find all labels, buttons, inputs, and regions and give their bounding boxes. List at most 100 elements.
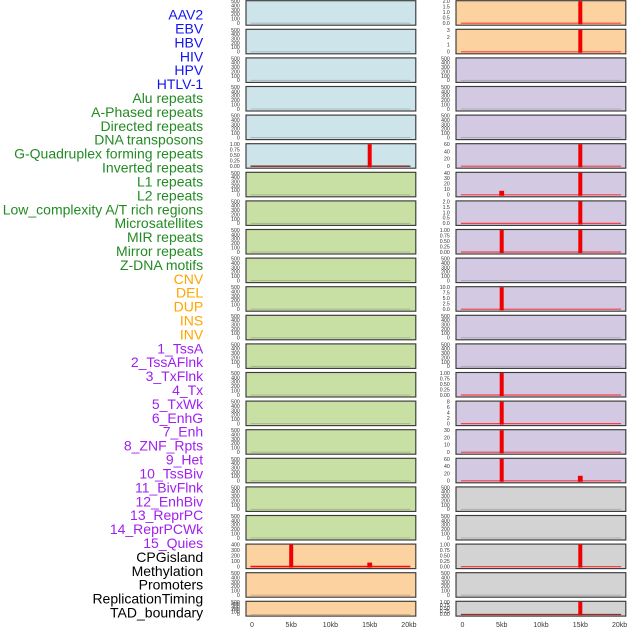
svg-text:200: 200: [441, 498, 450, 504]
svg-text:0.0: 0.0: [443, 21, 450, 27]
svg-text:12_EnhBiv: 12_EnhBiv: [135, 493, 203, 509]
svg-text:0: 0: [447, 336, 450, 342]
svg-text:15kb: 15kb: [573, 622, 588, 629]
svg-text:0: 0: [447, 278, 450, 284]
svg-text:1.0: 1.0: [443, 10, 450, 16]
svg-text:2.5: 2.5: [443, 302, 450, 308]
svg-text:60: 60: [444, 142, 450, 148]
svg-text:Promoters: Promoters: [139, 577, 204, 593]
svg-text:0: 0: [447, 193, 450, 199]
svg-text:1_TssA: 1_TssA: [157, 340, 204, 356]
svg-text:100: 100: [231, 274, 240, 280]
svg-text:400: 400: [231, 261, 240, 267]
svg-text:500: 500: [231, 600, 240, 606]
svg-text:200: 200: [231, 470, 240, 476]
svg-text:10.0: 10.0: [440, 285, 450, 291]
svg-text:500: 500: [231, 0, 240, 5]
svg-text:1.0: 1.0: [443, 210, 450, 216]
svg-text:400: 400: [231, 4, 240, 10]
svg-text:Inverted repeats: Inverted repeats: [102, 160, 203, 176]
svg-text:1.00: 1.00: [440, 600, 450, 606]
svg-text:0: 0: [460, 622, 464, 629]
svg-text:300: 300: [231, 494, 240, 500]
svg-text:400: 400: [231, 89, 240, 95]
svg-text:10kb: 10kb: [533, 622, 548, 629]
svg-text:400: 400: [441, 576, 450, 582]
svg-text:20kb: 20kb: [612, 622, 627, 629]
svg-text:100: 100: [231, 17, 240, 23]
svg-text:300: 300: [231, 322, 240, 328]
svg-text:400: 400: [231, 232, 240, 238]
svg-text:100: 100: [231, 446, 240, 452]
svg-text:HPV: HPV: [174, 62, 203, 78]
svg-text:0: 0: [237, 612, 240, 618]
svg-text:400: 400: [231, 543, 240, 549]
svg-text:100: 100: [231, 360, 240, 366]
svg-text:400: 400: [441, 261, 450, 267]
svg-text:HBV: HBV: [174, 34, 203, 50]
svg-text:EBV: EBV: [175, 21, 204, 37]
svg-text:0.50: 0.50: [440, 553, 450, 559]
svg-text:0: 0: [447, 78, 450, 84]
svg-text:300: 300: [231, 36, 240, 42]
svg-text:400: 400: [231, 175, 240, 181]
svg-text:100: 100: [231, 474, 240, 480]
svg-text:1.00: 1.00: [440, 543, 450, 549]
svg-text:0: 0: [447, 450, 450, 456]
svg-text:100: 100: [441, 74, 450, 80]
svg-text:0.5: 0.5: [443, 16, 450, 22]
svg-text:300: 300: [231, 437, 240, 443]
svg-text:HTLV-1: HTLV-1: [157, 76, 204, 92]
svg-text:0.75: 0.75: [230, 148, 240, 154]
svg-text:0: 0: [237, 107, 240, 113]
svg-text:300: 300: [441, 322, 450, 328]
svg-text:1.5: 1.5: [443, 205, 450, 211]
svg-text:0.25: 0.25: [440, 244, 450, 250]
svg-text:10kb: 10kb: [323, 622, 338, 629]
svg-text:7.5: 7.5: [443, 291, 450, 297]
svg-text:300: 300: [231, 351, 240, 357]
svg-text:300: 300: [231, 605, 240, 611]
svg-text:100: 100: [231, 609, 240, 615]
svg-text:200: 200: [441, 584, 450, 590]
svg-text:0: 0: [237, 50, 240, 56]
svg-text:200: 200: [231, 327, 240, 333]
svg-text:0.75: 0.75: [440, 548, 450, 554]
svg-text:ReplicationTiming: ReplicationTiming: [92, 591, 203, 607]
svg-text:100: 100: [231, 303, 240, 309]
svg-text:INS: INS: [180, 313, 203, 329]
svg-text:HIV: HIV: [180, 48, 204, 64]
svg-text:500: 500: [441, 485, 450, 491]
svg-text:400: 400: [441, 347, 450, 353]
svg-text:400: 400: [441, 318, 450, 324]
svg-text:200: 200: [441, 527, 450, 533]
svg-text:500: 500: [441, 571, 450, 577]
svg-text:1.00: 1.00: [440, 371, 450, 377]
svg-text:G-Quadruplex forming repeats: G-Quadruplex forming repeats: [14, 146, 203, 162]
svg-text:500: 500: [441, 114, 450, 120]
svg-text:0: 0: [237, 78, 240, 84]
svg-text:200: 200: [231, 355, 240, 361]
svg-text:0: 0: [237, 193, 240, 199]
svg-text:CPGisland: CPGisland: [136, 549, 203, 565]
svg-text:0.0: 0.0: [443, 307, 450, 313]
svg-text:500: 500: [231, 199, 240, 205]
svg-text:2_TssAFlnk: 2_TssAFlnk: [131, 354, 204, 370]
svg-text:500: 500: [231, 257, 240, 263]
svg-text:100: 100: [231, 417, 240, 423]
svg-text:4: 4: [447, 410, 450, 416]
svg-text:300: 300: [231, 65, 240, 71]
svg-text:L2 repeats: L2 repeats: [137, 187, 203, 203]
svg-text:400: 400: [231, 118, 240, 124]
svg-text:3: 3: [447, 28, 450, 34]
svg-text:100: 100: [441, 131, 450, 137]
svg-text:A-Phased repeats: A-Phased repeats: [91, 104, 203, 120]
svg-text:0: 0: [237, 536, 240, 542]
svg-text:500: 500: [231, 457, 240, 463]
svg-text:500: 500: [231, 85, 240, 91]
svg-text:100: 100: [441, 331, 450, 337]
svg-text:40: 40: [444, 464, 450, 470]
svg-text:0: 0: [250, 622, 254, 629]
svg-text:500: 500: [231, 400, 240, 406]
svg-text:0.00: 0.00: [440, 393, 450, 399]
